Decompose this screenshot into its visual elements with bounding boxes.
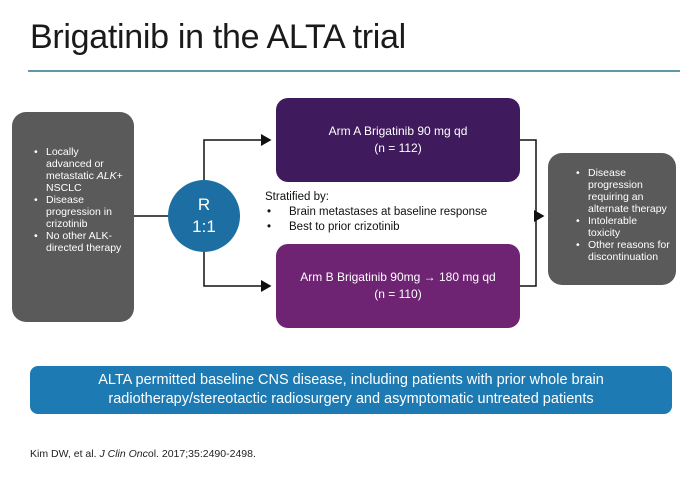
arm-a-count: (n = 112)	[374, 141, 422, 155]
arm-a-label: Arm A Brigatinib 90 mg qd	[328, 124, 468, 138]
title-divider	[28, 70, 680, 72]
inclusion-criteria-box: Locally advanced or metastatic ALK+ NSCL…	[12, 112, 134, 322]
connector-arm-a-to-outcome	[520, 139, 537, 216]
stratification-item: Brain metastases at baseline response	[267, 205, 525, 220]
stratification-heading: Stratified by:	[265, 191, 329, 203]
stratification-item: Best to prior crizotinib	[267, 220, 525, 235]
criterion-item: Locally advanced or metastatic ALK+ NSCL…	[34, 146, 126, 194]
citation-suffix: ol. 2017;35:2490-2498.	[147, 448, 256, 460]
connector-arm-b-to-outcome	[520, 216, 537, 287]
citation-journal: J Clin Onc	[99, 448, 148, 460]
outcomes-box: Disease progression requiring an alterna…	[548, 153, 676, 285]
citation: Kim DW, et al. J Clin Oncol. 2017;35:249…	[30, 448, 256, 460]
outcome-item: Other reasons for discontinuation	[576, 239, 670, 263]
slide-title: Brigatinib in the ALTA trial	[30, 18, 406, 56]
outcome-item: Intolerable toxicity	[576, 215, 670, 239]
outcome-item: Disease progression requiring an alterna…	[576, 167, 670, 215]
randomization-ratio: 1:1	[192, 217, 216, 236]
citation-prefix: Kim DW, et al.	[30, 448, 100, 460]
randomization-label: R	[197, 195, 211, 214]
randomization-circle: R 1:1	[168, 180, 240, 252]
arm-b-label: Arm B Brigatinib 90mg → 180 mg qd	[300, 270, 496, 284]
arm-b-box: Arm B Brigatinib 90mg → 180 mg qd (n = 1…	[276, 244, 520, 328]
stratification-block: Stratified by: Brain metastases at basel…	[265, 190, 525, 235]
criterion-item: Disease progression in crizotinib	[34, 194, 126, 230]
arm-b-count: (n = 110)	[374, 287, 422, 301]
cns-note-banner: ALTA permitted baseline CNS disease, inc…	[30, 366, 672, 414]
arm-a-box: Arm A Brigatinib 90 mg qd (n = 112)	[276, 98, 520, 182]
criterion-item: No other ALK-directed therapy	[34, 230, 126, 254]
